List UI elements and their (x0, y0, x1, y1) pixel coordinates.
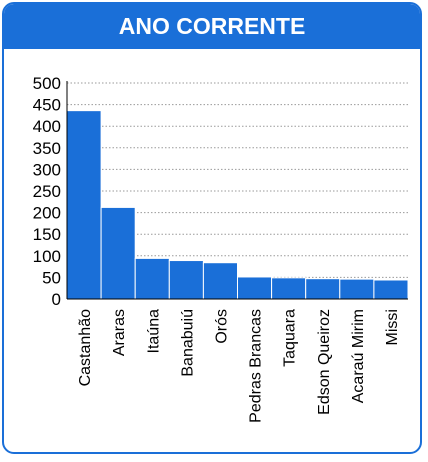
x-tick-label: Araras (111, 309, 128, 356)
bar-2 (134, 257, 170, 300)
y-tick-label: 350 (33, 139, 61, 158)
y-tick-label: 400 (33, 117, 61, 136)
bar-3 (168, 260, 204, 300)
y-tick-label: 100 (33, 247, 61, 266)
bar-4 (202, 262, 238, 300)
y-tick-label: 500 (33, 74, 61, 93)
bar-9 (373, 279, 409, 300)
x-tick-label: Taquara (282, 309, 299, 367)
y-tick-label: 200 (33, 204, 61, 223)
chart-area: 0 50 100 150 200 250 300 350 400 450 500 Castanhão… (4, 49, 420, 452)
axes (66, 81, 408, 300)
bar-8 (339, 278, 375, 300)
bars (66, 110, 409, 300)
bar-1 (100, 206, 136, 300)
y-tick-label: 250 (33, 182, 61, 201)
bar-6 (271, 277, 307, 300)
x-tick-label: Acaraú Mirim (350, 309, 367, 403)
chart-title: ANO CORRENTE (4, 4, 420, 49)
bar-chart: 0 50 100 150 200 250 300 350 400 450 500 Castanhão… (33, 74, 409, 423)
x-tick-label: Castanhão (77, 309, 94, 386)
x-tick-label: Itaúna (145, 309, 162, 354)
x-tick-label: Orós (213, 309, 230, 344)
bar-5 (237, 276, 273, 300)
x-tick-label: Missi (384, 309, 401, 345)
x-tick-label: Banabuiú (179, 309, 196, 377)
chart-card: ANO CORRENTE 0 50 100 150 200 250 300 350 400 450… (2, 2, 422, 454)
x-tick-label: Edson Queiroz (316, 309, 333, 415)
x-tick-label: Pedras Brancas (248, 309, 265, 423)
y-tick-label: 450 (33, 96, 61, 115)
y-tick-label: 0 (52, 290, 61, 309)
x-tick-labels: Castanhão Araras Itaúna Banabuiú Orós Pedras … (77, 309, 401, 423)
y-tick-label: 50 (42, 268, 61, 287)
bar-7 (305, 278, 341, 300)
bar-0 (66, 110, 102, 300)
y-tick-label: 300 (33, 160, 61, 179)
y-tick-label: 150 (33, 225, 61, 244)
y-tick-labels: 0 50 100 150 200 250 300 350 400 450 500 (33, 74, 61, 309)
